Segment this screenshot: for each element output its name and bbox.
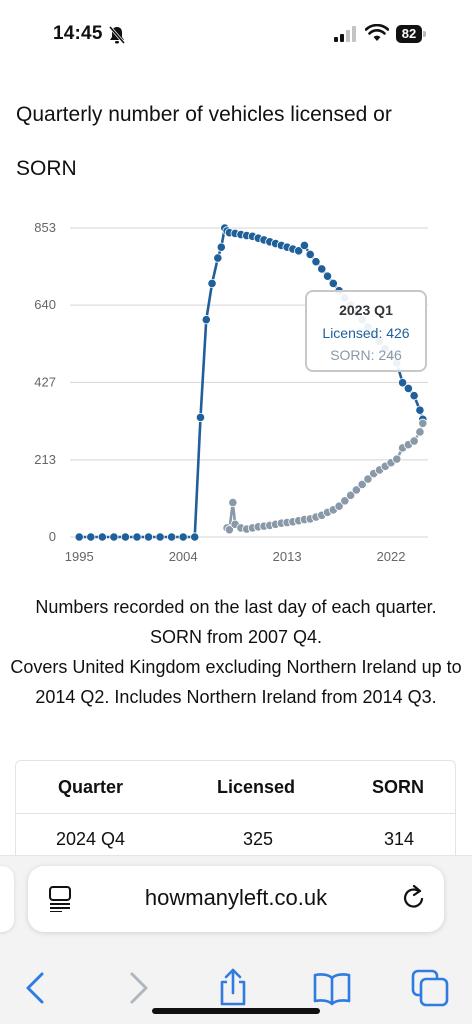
page-title: Quarterly number of vehicles licensed or…: [16, 103, 392, 180]
bookmarks-icon[interactable]: [312, 968, 352, 1008]
status-time: 14:45: [53, 23, 103, 44]
sorn-point: [224, 525, 234, 535]
note-line-2: Covers United Kingdom excluding Northern…: [10, 657, 462, 707]
reload-icon[interactable]: [400, 884, 428, 912]
table-divider: [16, 813, 455, 814]
note-line-1: Numbers recorded on the last day of each…: [35, 597, 437, 647]
cell-licensed: 325: [243, 829, 274, 849]
sorn-point: [340, 496, 350, 506]
header-quarter: Quarter: [58, 777, 124, 797]
sorn-point: [228, 497, 238, 508]
sorn-point: [334, 501, 344, 511]
licensed-point: [403, 383, 413, 394]
sorn-point: [392, 454, 402, 464]
previous-tab-preview[interactable]: [0, 866, 14, 932]
tooltip-licensed: Licensed: 426: [322, 325, 410, 341]
chart-tooltip: 2023 Q1 Licensed: 426 SORN: 246: [305, 290, 427, 372]
cell-quarter: 2024 Q4: [56, 829, 126, 849]
data-table: Quarter Licensed SORN 2024 Q4 325 314: [15, 760, 456, 870]
home-indicator: [152, 1008, 320, 1014]
wifi-icon: [365, 24, 389, 41]
licensed-point: [178, 532, 188, 542]
vehicles-chart[interactable]: 0 213 427 640 853 1995 2004 2013 2022: [0, 205, 472, 580]
battery-level: 82: [396, 25, 422, 43]
forward-icon[interactable]: [118, 968, 158, 1008]
licensed-point: [143, 532, 154, 542]
y-tick-label: 213: [34, 452, 56, 467]
battery-icon: 82: [396, 25, 428, 43]
licensed-point: [299, 240, 310, 250]
header-sorn: SORN: [372, 777, 425, 797]
sorn-point: [418, 418, 428, 428]
back-icon[interactable]: [16, 968, 56, 1008]
cell-sorn: 314: [384, 829, 415, 849]
url-text[interactable]: howmanyleft.co.uk: [144, 885, 328, 910]
licensed-point: [311, 257, 321, 267]
licensed-point: [190, 532, 200, 542]
page-menu-icon[interactable]: [48, 886, 72, 912]
bell-off-icon: [108, 26, 126, 44]
licensed-point: [74, 532, 84, 542]
chart-notes: Numbers recorded on the last day of each…: [10, 592, 462, 712]
licensed-point: [120, 532, 131, 542]
licensed-point: [201, 315, 211, 325]
licensed-point: [109, 532, 119, 542]
y-tick-label: 0: [49, 529, 56, 544]
licensed-point: [317, 264, 327, 274]
browser-bar: howmanyleft.co.uk: [0, 855, 472, 1024]
licensed-point: [328, 278, 338, 289]
y-tick-label: 853: [34, 220, 56, 235]
tooltip-sorn: SORN: 246: [330, 347, 402, 363]
licensed-point: [415, 405, 425, 415]
sorn-point: [357, 479, 367, 490]
sorn-point: [409, 436, 419, 446]
x-tick-label: 1995: [65, 549, 94, 564]
y-tick-label: 640: [34, 297, 56, 312]
licensed-point: [155, 532, 165, 542]
status-bar: 14:45 82: [0, 0, 472, 70]
licensed-point: [213, 253, 223, 263]
sorn-point: [351, 485, 361, 495]
tabs-icon[interactable]: [410, 968, 450, 1008]
x-tick-label: 2013: [273, 549, 302, 564]
licensed-point: [294, 246, 304, 256]
share-icon[interactable]: [213, 968, 253, 1008]
licensed-point: [86, 532, 96, 542]
x-tick-label: 2022: [377, 549, 406, 564]
header-licensed: Licensed: [217, 777, 296, 797]
licensed-point: [305, 249, 315, 260]
sorn-point: [346, 490, 356, 500]
sorn-point: [415, 427, 425, 437]
sorn-point: [363, 474, 373, 484]
licensed-point: [132, 532, 142, 542]
x-tick-label: 2004: [169, 549, 198, 564]
licensed-point: [167, 532, 177, 542]
licensed-point: [322, 271, 333, 281]
tooltip-title: 2023 Q1: [339, 302, 393, 318]
licensed-point: [195, 412, 206, 423]
address-bar[interactable]: howmanyleft.co.uk: [28, 866, 444, 932]
licensed-point: [397, 378, 408, 388]
cellular-signal-icon: [334, 26, 356, 42]
licensed-point: [216, 242, 226, 252]
y-tick-label: 427: [34, 374, 56, 389]
licensed-point: [97, 532, 107, 542]
licensed-point: [207, 278, 217, 289]
licensed-point: [409, 391, 419, 401]
